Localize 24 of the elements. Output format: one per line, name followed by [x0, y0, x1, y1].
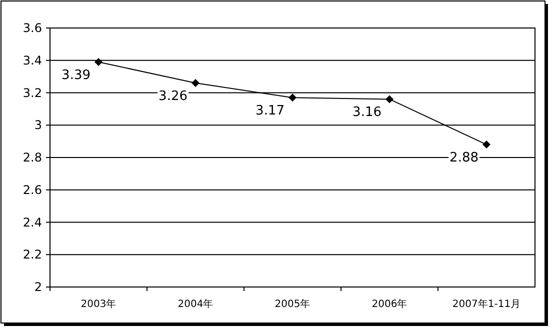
point: [288, 94, 296, 102]
data-label: 3.16: [352, 105, 382, 120]
y-tick-label: 2.8: [22, 150, 42, 164]
data-label: 3.17: [256, 104, 284, 119]
point: [386, 95, 394, 104]
y-tick-label: 2.6: [22, 182, 42, 197]
data-label: 2.88: [450, 150, 478, 166]
point: [94, 58, 102, 66]
y-tick-label: 3: [34, 118, 42, 132]
y-tick-label: 3.4: [22, 53, 42, 68]
x-tick-label: 2003年: [80, 298, 116, 310]
data-label: 3.39: [62, 68, 90, 83]
y-tick-label: 2.2: [22, 248, 42, 262]
x-tick-label: 2004年: [178, 298, 214, 310]
y-tick-label: 3.6: [22, 21, 42, 35]
x-tick-label: 2006年: [372, 298, 408, 310]
data-label: 3.26: [158, 89, 188, 104]
point: [482, 140, 490, 149]
y-tick-label: 2: [34, 280, 42, 294]
y-tick-label: 2.4: [22, 215, 42, 230]
y-tick-label: 3.2: [22, 86, 42, 100]
x-tick-label: 2007年1-11月: [452, 298, 521, 310]
x-tick-label: 2005年: [274, 298, 310, 310]
point: [192, 79, 200, 88]
